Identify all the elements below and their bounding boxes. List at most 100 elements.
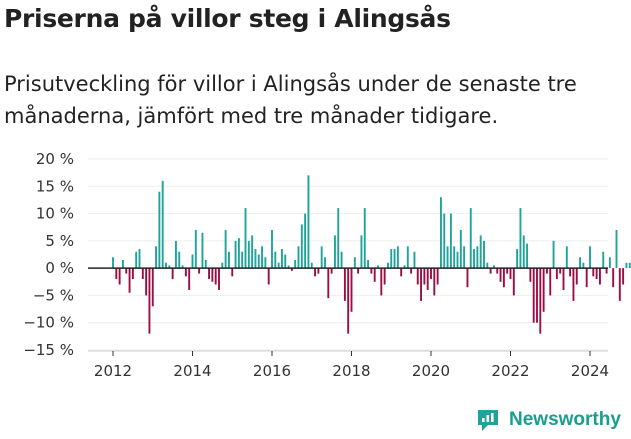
bar [605, 268, 608, 274]
bar [314, 268, 317, 277]
bar [227, 251, 230, 269]
bar [320, 246, 323, 269]
newsworthy-logo: Newsworthy [475, 405, 621, 435]
bar [386, 262, 389, 269]
bars [112, 175, 631, 334]
bar [280, 249, 283, 269]
bar [373, 268, 376, 282]
bar [251, 235, 254, 269]
bar [131, 268, 134, 280]
bar [367, 259, 370, 269]
bar [436, 268, 439, 285]
bar [529, 268, 532, 282]
bar [237, 238, 240, 269]
bar [204, 259, 207, 269]
bar [443, 213, 446, 269]
bar [612, 268, 615, 288]
x-tick-label: 2016 [253, 362, 291, 380]
bar [112, 257, 114, 269]
bar [304, 213, 307, 269]
bar [155, 246, 158, 269]
bar [532, 268, 535, 323]
bar [360, 235, 363, 269]
bar [357, 268, 360, 274]
bar [489, 268, 492, 274]
bar [509, 268, 512, 280]
bar [377, 265, 379, 269]
bar [261, 246, 264, 269]
bar [294, 259, 297, 269]
bar [473, 249, 476, 269]
bar [426, 268, 429, 290]
bar [158, 191, 161, 269]
bar [284, 254, 287, 269]
bar [118, 268, 121, 285]
bar [297, 246, 300, 269]
bar [208, 268, 211, 280]
x-tick-label: 2014 [173, 362, 211, 380]
bar [585, 268, 588, 288]
bar [271, 229, 273, 269]
bar [423, 268, 426, 285]
x-tick-label: 2022 [491, 362, 529, 380]
bar [168, 265, 171, 269]
bar [393, 249, 396, 269]
y-tick-label: −10 % [23, 314, 74, 332]
bar [512, 268, 515, 296]
bar [343, 268, 346, 301]
bar [191, 254, 194, 269]
bar [165, 262, 167, 269]
bar [267, 268, 270, 285]
bar [247, 240, 250, 269]
bar [390, 249, 393, 269]
bar [413, 251, 416, 269]
bar [439, 197, 442, 269]
bar [598, 268, 601, 285]
bar [340, 251, 343, 269]
bar [618, 268, 621, 301]
bar [416, 268, 419, 285]
bar [539, 268, 542, 334]
bar [350, 268, 353, 312]
bar [479, 235, 482, 269]
bar [545, 268, 548, 274]
bar [499, 268, 502, 282]
bar [552, 240, 555, 269]
bar [151, 268, 154, 307]
x-tick-label: 2024 [571, 362, 609, 380]
bar [536, 268, 538, 323]
bar [483, 240, 485, 269]
bar [615, 229, 618, 269]
bar [602, 251, 605, 269]
bar [572, 268, 575, 301]
bar [469, 208, 472, 269]
bar [307, 175, 310, 269]
bar [198, 268, 201, 274]
bar [453, 246, 456, 269]
bar [486, 262, 489, 269]
bar [608, 257, 611, 269]
y-tick-label: 15 % [36, 177, 74, 195]
bar [420, 268, 423, 301]
bar [125, 268, 128, 274]
bar [214, 268, 217, 285]
bar [370, 268, 373, 274]
bar [380, 268, 383, 296]
bar [174, 240, 177, 269]
bar [555, 268, 558, 280]
bar [244, 208, 247, 269]
bar [135, 251, 138, 269]
bar [224, 229, 227, 269]
bar [383, 268, 386, 285]
bar [559, 268, 562, 274]
chart-subtitle: Prisutveckling för villor i Alingsås und… [4, 72, 577, 128]
y-tick-label: 5 % [45, 232, 74, 250]
y-tick-label: 10 % [36, 205, 74, 223]
bar [522, 235, 525, 269]
bar [406, 246, 409, 269]
y-tick-label: −5 % [33, 286, 74, 304]
bar [589, 246, 591, 269]
bar [310, 262, 313, 269]
bar-chart: −15 % −10 % −5 % 0 % 5 % 10 % 15 % 20 % 2012 2014… [23, 150, 631, 380]
bar [264, 257, 267, 269]
